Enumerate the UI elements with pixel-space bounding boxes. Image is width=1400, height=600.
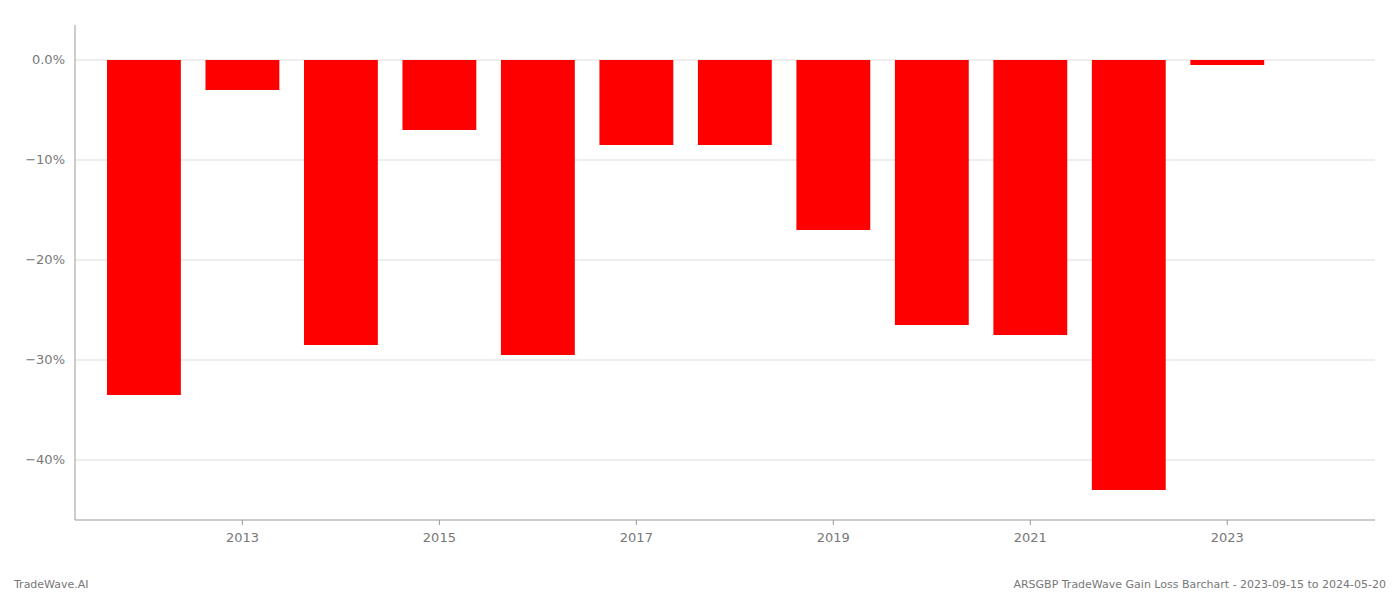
chart: 0.0% −10% −20% −30% −40% 2013 2015 2017 2019 2021…: [0, 0, 1400, 600]
bars: [107, 60, 1264, 490]
bar: [1190, 60, 1264, 65]
grid: [75, 60, 1375, 460]
y-tick-label: −40%: [25, 452, 65, 467]
footer-text: ARSGBP TradeWave Gain Loss Barchart - 20…: [1013, 578, 1386, 591]
x-tick-label: 2019: [817, 530, 850, 545]
x-tick-label: 2021: [1014, 530, 1047, 545]
y-axis: 0.0% −10% −20% −30% −40%: [25, 52, 65, 467]
bar: [1092, 60, 1166, 490]
x-tick-label: 2015: [423, 530, 456, 545]
grid-line: [75, 260, 1375, 261]
bar: [993, 60, 1067, 335]
x-tick-label: 2023: [1211, 530, 1244, 545]
y-tick-label: −20%: [25, 252, 65, 267]
grid-line: [75, 160, 1375, 161]
x-axis-line: [75, 519, 1375, 520]
bar: [599, 60, 673, 145]
axes: 2013 2015 2017 2019 2021 2023: [75, 25, 1375, 545]
bar: [501, 60, 575, 355]
y-axis-line: [75, 25, 76, 520]
y-tick-label: −10%: [25, 152, 65, 167]
bar: [205, 60, 279, 90]
x-tick-label: 2013: [226, 530, 259, 545]
bar: [304, 60, 378, 345]
x-tick: [1030, 520, 1031, 525]
bar: [698, 60, 772, 145]
y-tick-label: 0.0%: [32, 52, 65, 67]
footer-text: TradeWave.AI: [13, 578, 89, 591]
grid-line: [75, 360, 1375, 361]
x-tick: [1227, 520, 1228, 525]
y-tick-label: −30%: [25, 352, 65, 367]
bar: [895, 60, 969, 325]
x-tick: [242, 520, 243, 525]
grid-line: [75, 460, 1375, 461]
x-tick: [636, 520, 637, 525]
x-tick: [439, 520, 440, 525]
x-tick: [833, 520, 834, 525]
x-tick-label: 2017: [620, 530, 653, 545]
bar: [107, 60, 181, 395]
bar: [402, 60, 476, 130]
bar: [796, 60, 870, 230]
